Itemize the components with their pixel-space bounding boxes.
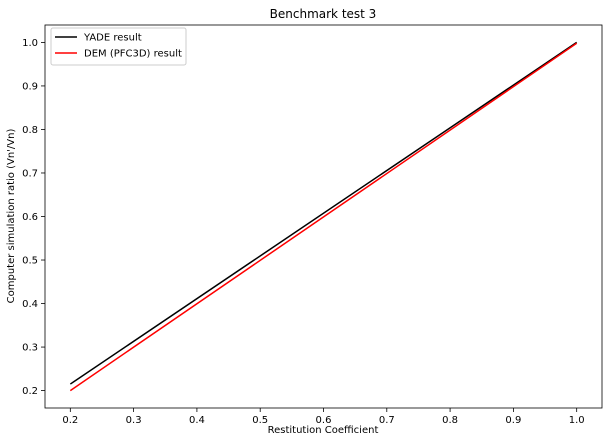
x-axis-ticks: 0.2 0.3 0.4 0.5 0.6 0.7 0.8 0.9 1.0 [62, 408, 585, 426]
y-tick-label: 1.0 [22, 38, 38, 49]
y-tick-label: 0.7 [22, 168, 38, 179]
series-line-dem-pfc3d [69, 42, 578, 392]
series-lines [69, 41, 578, 392]
y-tick-label: 0.5 [22, 256, 38, 267]
x-tick-label: 0.4 [189, 415, 205, 426]
x-tick-label: 0.3 [126, 415, 142, 426]
legend: YADE result DEM (PFC3D) result [50, 27, 187, 66]
chart-title: Benchmark test 3 [270, 7, 377, 21]
x-tick-label: 0.6 [316, 415, 332, 426]
x-tick-label: 0.9 [505, 415, 521, 426]
x-tick-label: 0.5 [252, 415, 268, 426]
y-tick-label: 0.9 [22, 81, 38, 92]
x-axis-label: Restitution Coefficient [268, 425, 379, 436]
x-tick-label: 0.2 [62, 415, 78, 426]
y-axis-label: Computer simulation ratio (Vn'/Vn) [6, 129, 17, 304]
y-tick-label: 0.8 [22, 125, 38, 136]
y-axis-ticks: 0.2 0.3 0.4 0.5 0.6 0.7 0.8 0.9 1.0 [22, 38, 45, 397]
x-tick-label: 1.0 [569, 415, 585, 426]
y-tick-label: 0.2 [22, 386, 38, 397]
x-tick-label: 0.7 [379, 415, 395, 426]
y-tick-label: 0.3 [22, 343, 38, 354]
legend-label-dem: DEM (PFC3D) result [84, 49, 182, 60]
series-line-yade [69, 41, 578, 385]
y-tick-label: 0.4 [22, 299, 38, 310]
legend-label-yade: YADE result [83, 33, 142, 44]
x-tick-label: 0.8 [442, 415, 458, 426]
legend-frame [50, 27, 187, 66]
y-tick-label: 0.6 [22, 212, 38, 223]
